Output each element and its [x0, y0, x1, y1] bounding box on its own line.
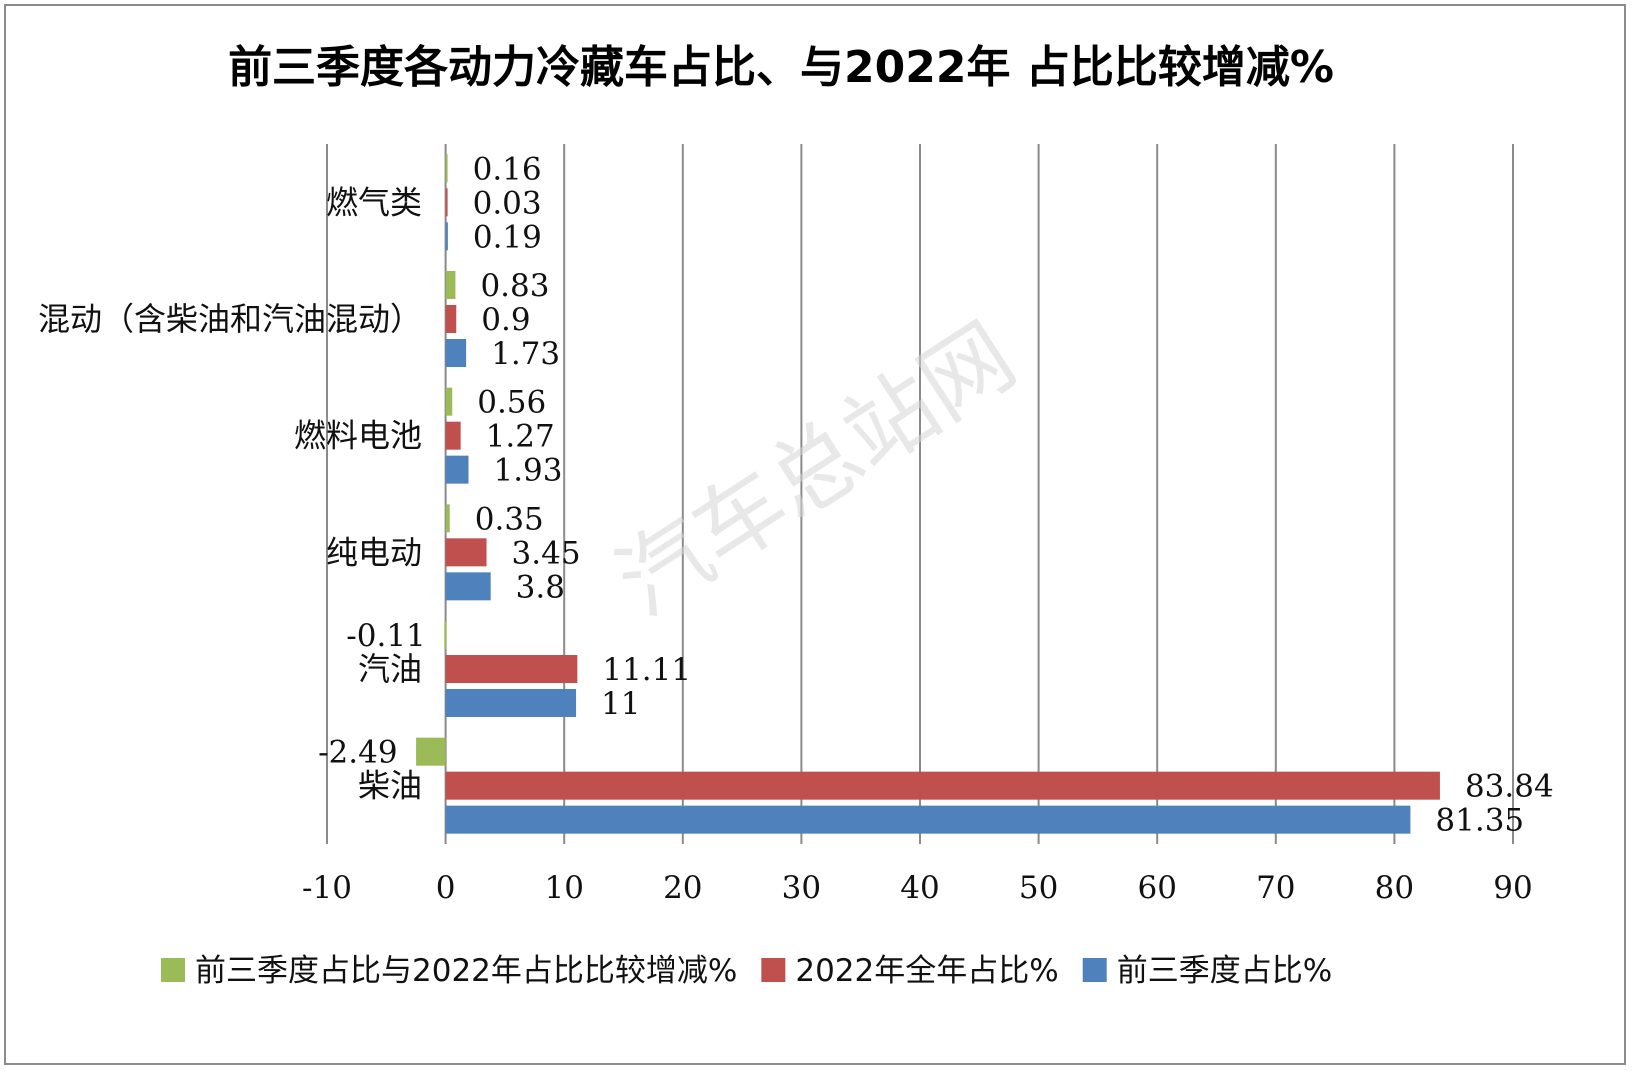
data-label: -2.49 — [318, 735, 398, 771]
data-label: 1.73 — [491, 336, 560, 372]
category-label: 柴油 — [358, 767, 422, 805]
x-tick-label: 50 — [1019, 870, 1058, 906]
data-label: 3.8 — [516, 569, 565, 605]
data-label: 0.35 — [475, 501, 544, 537]
x-tick-label: 30 — [782, 870, 821, 906]
category-label: 燃气类 — [326, 183, 422, 221]
bar — [445, 305, 457, 333]
bar — [445, 689, 577, 717]
category-label: 纯电动 — [326, 533, 422, 571]
bars — [416, 154, 1440, 834]
x-axis-ticks: -10 0 10 20 30 40 50 60 70 80 90 — [302, 870, 1533, 906]
bar — [445, 572, 491, 601]
legend-swatch — [1082, 958, 1107, 982]
data-label: 0.03 — [473, 185, 542, 221]
bar — [445, 387, 453, 416]
watermark-text: 汽车总站网 — [599, 303, 1034, 636]
data-label: 81.35 — [1435, 803, 1524, 839]
legend-swatch — [161, 958, 185, 982]
bar — [445, 421, 461, 450]
x-tick-label: 60 — [1137, 870, 1176, 906]
x-tick-label: 20 — [663, 870, 702, 906]
x-tick-label: 10 — [544, 870, 583, 906]
legend-label: 前三季度占比与2022年占比比较增减% — [195, 953, 737, 989]
bar — [445, 538, 487, 567]
data-label: 0.16 — [473, 151, 542, 187]
x-tick-label: 80 — [1375, 870, 1414, 906]
bar — [445, 771, 1440, 800]
data-label: 1.27 — [486, 419, 555, 455]
data-label: 0.19 — [473, 219, 542, 255]
bar — [445, 154, 448, 183]
bar — [445, 271, 456, 299]
watermark: 汽车总站网 — [599, 303, 1034, 636]
bar — [445, 222, 448, 251]
bar — [445, 188, 448, 217]
x-tick-label: 40 — [900, 870, 939, 906]
data-label: 0.9 — [481, 302, 530, 338]
legend-label: 前三季度占比% — [1117, 953, 1332, 989]
bar — [445, 455, 469, 484]
x-tick-label: -10 — [302, 870, 352, 906]
bar — [445, 504, 450, 533]
bar-chart: 前三季度各动力冷藏车占比、与2022年 占比比较增减% 汽车总站网 0.160.… — [38, 42, 1554, 989]
bar — [444, 621, 447, 649]
category-label: 混动（含柴油和汽油混动） — [38, 300, 422, 338]
x-tick-label: 90 — [1493, 870, 1532, 906]
gridlines — [326, 144, 1514, 844]
bar — [445, 655, 578, 683]
bar — [445, 805, 1411, 834]
bar — [445, 339, 467, 367]
data-label: 1.93 — [493, 453, 562, 489]
category-label: 汽油 — [358, 650, 422, 688]
data-label: 11.11 — [602, 652, 691, 688]
bar — [416, 737, 446, 766]
data-label: 3.45 — [512, 535, 581, 571]
data-label: -0.11 — [346, 618, 426, 654]
category-label: 燃料电池 — [294, 417, 422, 455]
x-tick-label: 0 — [436, 870, 456, 906]
legend: 前三季度占比与2022年占比比较增减% 2022年全年占比% 前三季度占比% — [161, 953, 1332, 989]
data-label: 11 — [601, 686, 640, 722]
legend-label: 2022年全年占比% — [795, 953, 1058, 989]
legend-swatch — [761, 958, 786, 982]
data-label: 0.56 — [477, 385, 546, 421]
chart-title: 前三季度各动力冷藏车占比、与2022年 占比比较增减% — [228, 42, 1334, 93]
data-label: 0.83 — [480, 268, 549, 304]
x-tick-label: 70 — [1256, 870, 1295, 906]
data-label: 83.84 — [1465, 769, 1554, 805]
chart-frame: 前三季度各动力冷藏车占比、与2022年 占比比较增减% 汽车总站网 0.16 0.… — [4, 4, 1626, 1065]
data-labels: 0.160.030.190.830.91.730.561.271.930.353… — [318, 151, 1554, 838]
